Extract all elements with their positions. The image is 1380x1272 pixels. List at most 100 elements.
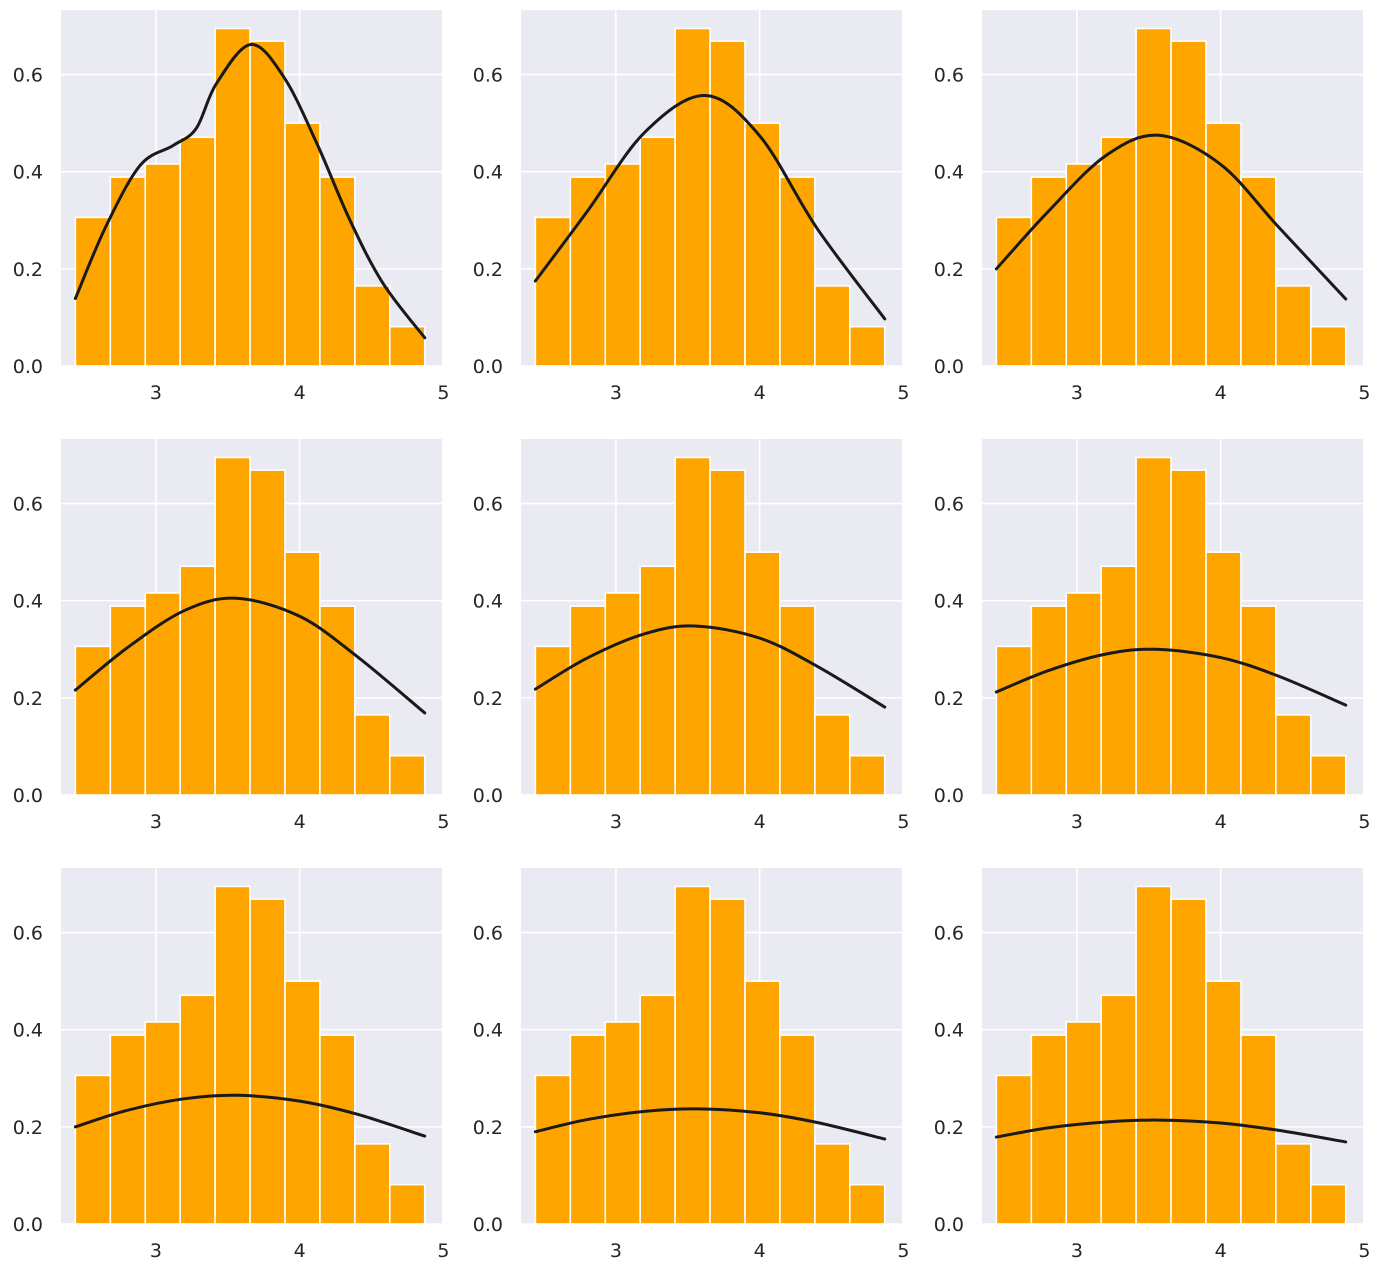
histogram-bar	[389, 1183, 426, 1225]
histogram-bar	[144, 1021, 181, 1225]
histogram-bar	[354, 714, 391, 796]
x-tick-label: 5	[437, 1240, 449, 1262]
histogram-bar	[319, 605, 356, 796]
y-tick-label: 0.6	[473, 65, 503, 87]
x-tick-label: 4	[1215, 811, 1227, 833]
x-tick-label: 3	[610, 811, 622, 833]
histogram-bar	[144, 163, 181, 367]
y-tick-label: 0.0	[13, 1214, 43, 1236]
density-curve	[533, 624, 887, 709]
y-tick-label: 0.6	[13, 494, 43, 516]
x-tick-label: 3	[610, 382, 622, 404]
histogram-bar	[709, 40, 746, 367]
histogram-bar	[849, 1183, 886, 1225]
histogram-bar	[249, 469, 286, 796]
y-tick-label: 0.6	[473, 494, 503, 516]
density-curve	[73, 1093, 427, 1138]
subplot-4: 3 4 5 0.0 0.2 0.4 0.6	[13, 439, 449, 833]
histogram-bar	[1310, 1183, 1347, 1225]
histogram-bar	[779, 605, 816, 796]
histogram-bar	[1240, 605, 1277, 796]
histogram-bar	[319, 176, 356, 367]
x-tick-label: 3	[1071, 1240, 1083, 1262]
y-tick-label: 0.2	[473, 1117, 503, 1139]
y-tick-label: 0.0	[934, 785, 964, 807]
y-tick-label: 0.4	[934, 162, 964, 184]
y-tick-label: 0.2	[934, 688, 964, 710]
subplot-6: 3 4 5 0.0 0.2 0.4 0.6	[934, 439, 1370, 833]
histogram-bar	[214, 27, 251, 367]
histogram-bar	[814, 285, 851, 367]
histogram-bar	[995, 216, 1033, 367]
y-tick-label: 0.4	[13, 162, 43, 184]
histogram-bar	[284, 551, 321, 796]
histogram-bar	[74, 645, 112, 796]
y-tick-label: 0.0	[13, 785, 43, 807]
y-tick-label: 0.2	[13, 688, 43, 710]
y-tick-label: 0.0	[473, 356, 503, 378]
x-tick-label: 5	[897, 382, 909, 404]
histogram-bar	[1205, 122, 1242, 367]
y-tick-label: 0.4	[934, 1020, 964, 1042]
y-tick-label: 0.2	[934, 259, 964, 281]
histogram-bar	[389, 325, 426, 367]
y-tick-label: 0.4	[13, 591, 43, 613]
histogram-bar	[709, 898, 746, 1225]
y-tick-label: 0.0	[13, 356, 43, 378]
histogram-bar	[779, 1034, 816, 1225]
x-tick-label: 4	[294, 1240, 306, 1262]
histogram-bar	[354, 1143, 391, 1225]
histogram-bar	[319, 1034, 356, 1225]
histogram-bar	[1065, 592, 1102, 796]
histogram-bar	[569, 1034, 607, 1225]
y-tick-label: 0.6	[13, 65, 43, 87]
y-tick-label: 0.0	[473, 1214, 503, 1236]
x-tick-label: 3	[1071, 382, 1083, 404]
histogram-bar	[1135, 456, 1172, 796]
x-tick-label: 4	[754, 382, 766, 404]
histogram-bar	[995, 645, 1033, 796]
y-tick-label: 0.6	[934, 65, 964, 87]
histogram-bar	[814, 714, 851, 796]
y-tick-label: 0.6	[473, 923, 503, 945]
x-tick-label: 5	[897, 811, 909, 833]
y-tick-label: 0.4	[934, 591, 964, 613]
histogram-bar	[74, 1074, 112, 1225]
x-tick-label: 3	[610, 1240, 622, 1262]
y-tick-label: 0.2	[13, 259, 43, 281]
subplot-1: 3 4 5 0.0 0.2 0.4 0.6	[13, 10, 449, 404]
y-tick-label: 0.4	[473, 591, 503, 613]
histogram-bar	[1170, 469, 1207, 796]
density-curve	[994, 133, 1348, 301]
x-tick-label: 5	[1358, 811, 1370, 833]
histogram-bar	[214, 885, 251, 1225]
y-tick-label: 0.0	[473, 785, 503, 807]
density-curve	[533, 93, 887, 321]
subplot-8: 3 4 5 0.0 0.2 0.4 0.6	[473, 868, 909, 1262]
histogram-bar	[744, 122, 781, 367]
x-tick-label: 5	[897, 1240, 909, 1262]
histogram-bar	[744, 551, 781, 796]
y-tick-label: 0.6	[934, 923, 964, 945]
histogram-bar	[995, 1074, 1033, 1225]
x-tick-label: 5	[437, 382, 449, 404]
histogram-bar	[1170, 40, 1207, 367]
histogram-bar	[534, 645, 572, 796]
histogram-bar	[179, 136, 216, 367]
histogram-bar	[249, 40, 286, 367]
histogram-bar	[674, 885, 711, 1225]
histogram-bar	[779, 176, 816, 367]
histogram-bar	[1135, 885, 1172, 1225]
x-tick-label: 4	[754, 811, 766, 833]
subplot-7: 3 4 5 0.0 0.2 0.4 0.6	[13, 868, 449, 1262]
histogram-bar	[284, 122, 321, 367]
histogram-bar	[534, 1074, 572, 1225]
histogram-bar	[74, 216, 112, 367]
x-tick-label: 3	[1071, 811, 1083, 833]
histogram-bar	[109, 605, 147, 796]
histogram-bar	[639, 565, 676, 796]
y-tick-label: 0.6	[934, 494, 964, 516]
y-tick-label: 0.6	[13, 923, 43, 945]
histogram-bar	[179, 565, 216, 796]
x-tick-label: 4	[1215, 382, 1227, 404]
